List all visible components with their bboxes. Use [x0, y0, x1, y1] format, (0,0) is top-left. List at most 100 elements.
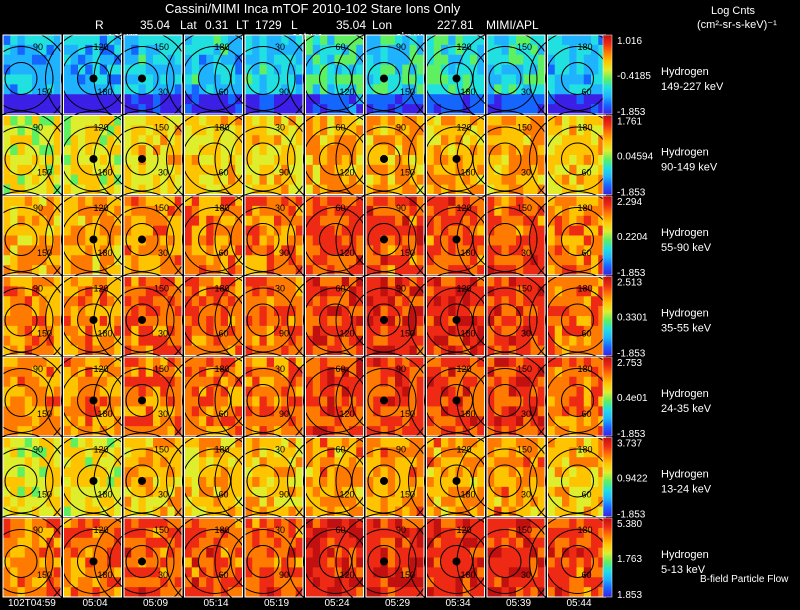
contour-label: 90	[396, 445, 406, 455]
heatmap-cell	[555, 467, 563, 477]
heatmap-cell	[289, 507, 297, 517]
heatmap-cell	[320, 75, 328, 85]
heatmap-cell	[139, 265, 147, 275]
contour-label: 90	[33, 203, 43, 213]
heatmap-cell	[235, 346, 243, 356]
heatmap-cell	[18, 245, 26, 255]
heatmap-cell	[78, 94, 86, 104]
heatmap-cell	[260, 155, 268, 165]
heatmap-cell	[417, 326, 425, 336]
heatmap-cell	[335, 226, 343, 236]
heatmap-cell	[175, 165, 183, 175]
heatmap-cell	[260, 346, 268, 356]
heatmap-cell	[267, 196, 275, 206]
heatmap-cell	[245, 497, 253, 507]
contour-label: 180	[98, 409, 113, 419]
contour-label: 30	[521, 248, 531, 258]
contour-label: 30	[521, 87, 531, 97]
saturn-marker	[138, 477, 146, 485]
heatmap-cell	[591, 55, 599, 65]
heatmap-cell	[441, 387, 449, 397]
heatmap-cell	[124, 387, 132, 397]
heatmap-cell	[569, 75, 577, 85]
heatmap-cell	[320, 306, 328, 316]
heatmap-cell	[168, 104, 176, 114]
saturn-marker	[380, 74, 388, 82]
heatmap-cell	[64, 587, 72, 597]
contour-label: 60	[336, 525, 346, 535]
heatmap-cell	[3, 55, 11, 65]
heatmap-cell	[342, 216, 350, 226]
heatmap-cell	[39, 507, 47, 517]
contour-label: 30	[521, 168, 531, 178]
heatmap-cell	[448, 277, 456, 287]
heatmap-cell	[548, 507, 556, 517]
heatmap-cell	[245, 196, 253, 206]
heatmap-cell	[373, 357, 381, 367]
heatmap-cell	[548, 206, 556, 216]
heatmap-cell	[139, 65, 147, 75]
heatmap-cell	[199, 35, 207, 45]
heatmap-cell	[245, 135, 253, 145]
heatmap-cell	[477, 306, 485, 316]
heatmap-cell	[199, 277, 207, 287]
heatmap-cell	[139, 145, 147, 155]
heatmap-cell	[342, 316, 350, 326]
colorbar-mid-label: 0.2204	[617, 232, 648, 243]
heatmap-cell	[185, 236, 193, 246]
heatmap-cell	[39, 426, 47, 436]
heatmap-cell	[402, 587, 410, 597]
heatmap-cell	[306, 477, 314, 487]
heatmap-cell	[139, 577, 147, 587]
energy-label: 13-24 keV	[661, 484, 712, 496]
heatmap-cell	[555, 255, 563, 265]
heatmap-cell	[366, 518, 374, 528]
heatmap-cell	[373, 155, 381, 165]
heatmap-cell	[289, 185, 297, 195]
heatmap-cell	[18, 55, 26, 65]
heatmap-cell	[417, 255, 425, 265]
heatmap-cell	[281, 104, 289, 114]
heatmap-cell	[146, 116, 154, 126]
heatmap-cell	[381, 357, 389, 367]
heatmap-cell	[260, 216, 268, 226]
heatmap-cell	[54, 216, 62, 226]
heatmap-cell	[175, 457, 183, 467]
heatmap-cell	[538, 497, 546, 507]
heatmap-cell	[78, 255, 86, 265]
heatmap-cell	[306, 286, 314, 296]
heatmap-cell	[3, 216, 11, 226]
heatmap-cell	[417, 236, 425, 246]
heatmap-cell	[10, 316, 18, 326]
heatmap-cell	[487, 135, 495, 145]
heatmap-cell	[175, 216, 183, 226]
heatmap-cell	[296, 94, 304, 104]
heatmap-cell	[456, 467, 464, 477]
heatmap-cell	[562, 316, 570, 326]
heatmap-cell	[54, 477, 62, 487]
heatmap-cell	[267, 116, 275, 126]
heatmap-cell	[85, 226, 93, 236]
heatmap-cell	[313, 145, 321, 155]
colorbar-mid-label: 0.9422	[617, 474, 648, 485]
heatmap-cell	[260, 116, 268, 126]
energy-label: 90-149 keV	[661, 162, 718, 174]
heatmap-cell	[221, 457, 229, 467]
heatmap-cell	[584, 397, 592, 407]
heatmap-cell	[516, 216, 524, 226]
heatmap-cell	[32, 135, 40, 145]
heatmap-cell	[192, 65, 200, 75]
heatmap-cell	[185, 306, 193, 316]
heatmap-cell	[267, 577, 275, 587]
heatmap-cell	[448, 94, 456, 104]
heatmap-cell	[448, 145, 456, 155]
heatmap-cell	[260, 236, 268, 246]
heatmap-cell	[71, 296, 79, 306]
heatmap-cell	[306, 316, 314, 326]
heatmap-cell	[3, 438, 11, 448]
heatmap-cell	[313, 367, 321, 377]
heatmap-cell	[252, 558, 260, 568]
heatmap-cell	[78, 548, 86, 558]
heatmap-cell	[577, 467, 585, 477]
heatmap-cell	[356, 548, 364, 558]
